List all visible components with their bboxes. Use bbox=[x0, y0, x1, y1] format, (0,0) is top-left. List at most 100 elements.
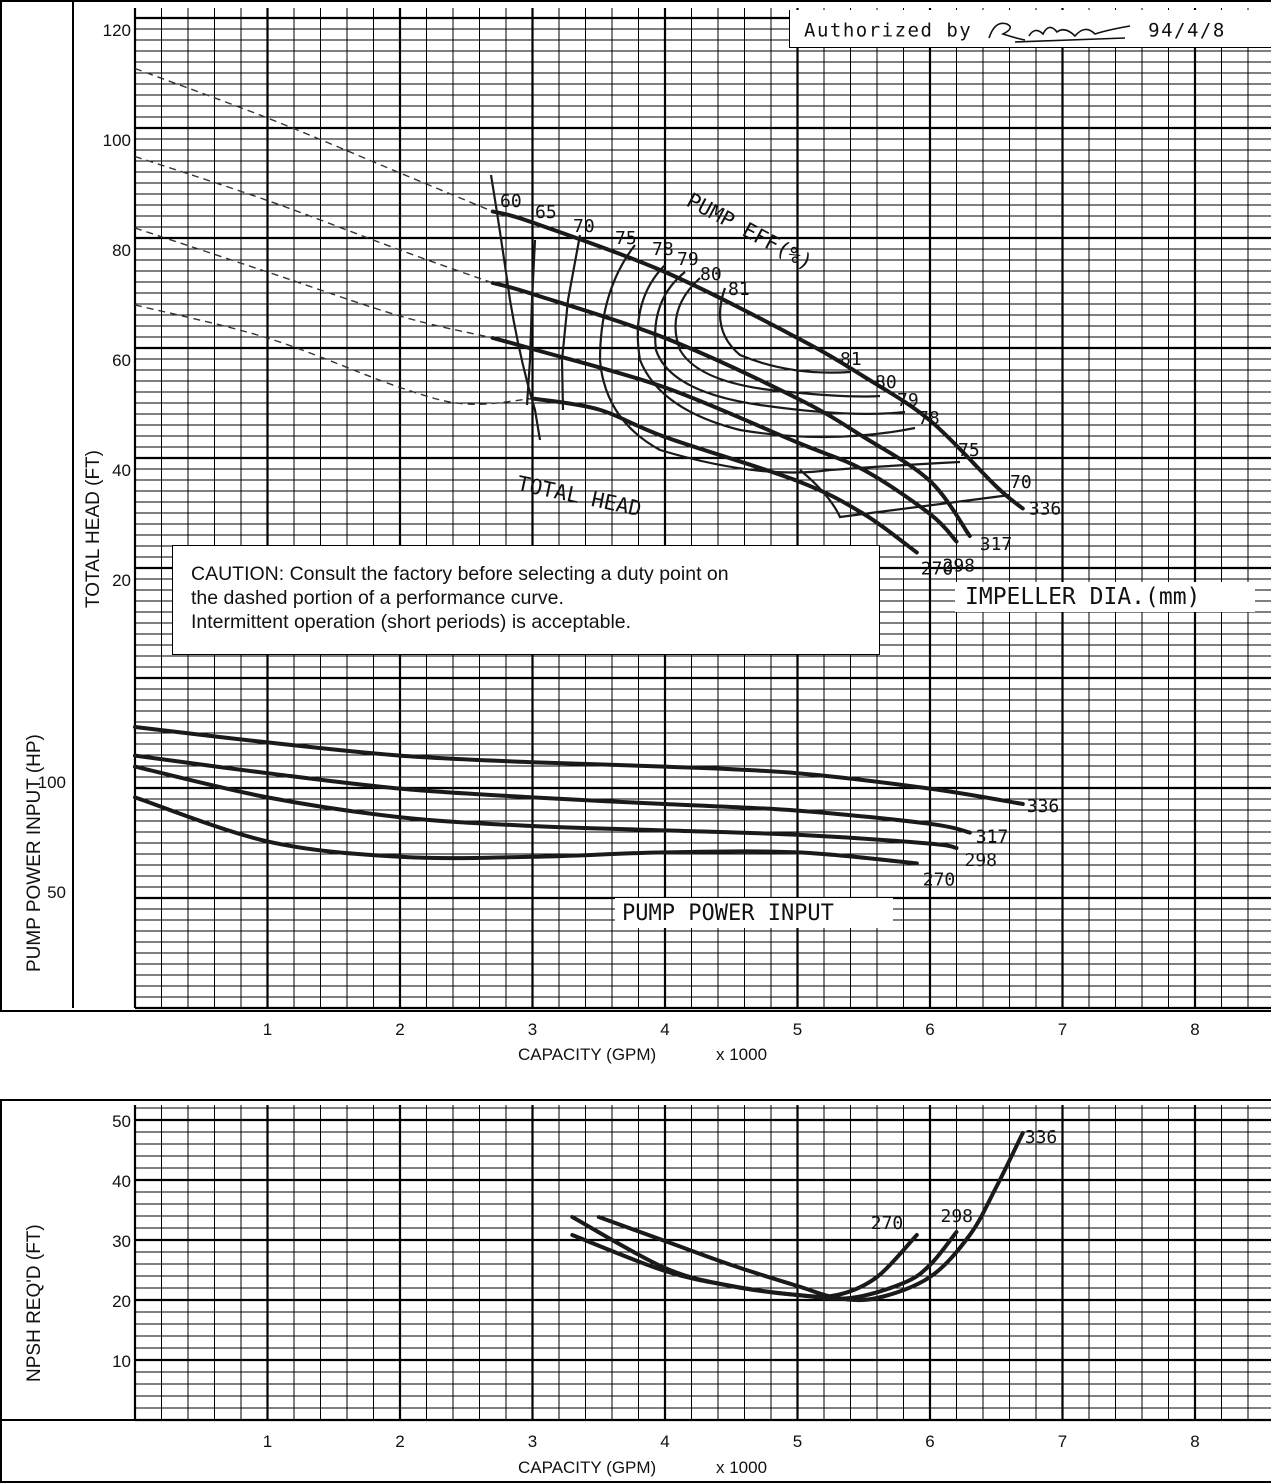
npsh-axis-title: NPSH REQ'D (FT) bbox=[24, 1224, 45, 1382]
y-tick-head: 120 bbox=[103, 21, 131, 40]
head-label-317: 317 bbox=[980, 534, 1013, 555]
power-axis-title: PUMP POWER INPUT (HP) bbox=[24, 734, 45, 972]
power-label-317: 317 bbox=[976, 827, 1009, 848]
npsh-curve-298 bbox=[570, 1230, 959, 1301]
head-dashed-317 bbox=[134, 155, 494, 284]
y-tick-npsh: 40 bbox=[112, 1172, 131, 1191]
x-tick-upper: 7 bbox=[1058, 1020, 1067, 1039]
npsh-panel-frame bbox=[0, 1099, 1271, 1483]
efficiency-contours bbox=[489, 174, 1011, 519]
power-curve-298 bbox=[133, 764, 959, 850]
power-curve-336 bbox=[133, 725, 1025, 806]
eff-label: 70 bbox=[1010, 472, 1032, 493]
caution-line-1: CAUTION: Consult the factory before sele… bbox=[191, 563, 729, 585]
x-tick-lower: 8 bbox=[1190, 1432, 1199, 1451]
head-dashed-270 bbox=[134, 304, 533, 406]
x-axis-title-upper: CAPACITY (GPM) bbox=[518, 1045, 656, 1064]
authorized-date: 94/4/8 bbox=[1148, 19, 1226, 42]
x-tick-lower: 5 bbox=[793, 1432, 802, 1451]
y-tick-head: 20 bbox=[112, 571, 131, 590]
eff-label: 70 bbox=[573, 216, 595, 237]
y-tick-npsh: 10 bbox=[112, 1352, 131, 1371]
x-tick-upper: 1 bbox=[263, 1020, 272, 1039]
head-power-grid bbox=[133, 8, 1271, 1010]
signature bbox=[988, 22, 1131, 43]
eff-contour-65 bbox=[525, 239, 537, 406]
npsh-label-270: 270 bbox=[871, 1213, 904, 1234]
head-curve-270 bbox=[530, 396, 919, 555]
eff-label: 80 bbox=[875, 372, 897, 393]
caution-line-2: the dashed portion of a performance curv… bbox=[191, 587, 564, 609]
x-tick-upper: 6 bbox=[925, 1020, 934, 1039]
power-curve-317 bbox=[133, 753, 972, 835]
eff-label: 60 bbox=[500, 191, 522, 212]
eff-contour-70b bbox=[799, 469, 1011, 519]
total-head-annotation: TOTAL HEAD bbox=[515, 471, 644, 521]
caution-line-3: Intermittent operation (short periods) i… bbox=[191, 611, 632, 633]
eff-contour-70 bbox=[560, 234, 582, 411]
eff-contour-81 bbox=[718, 287, 851, 374]
x-tick-upper: 5 bbox=[793, 1020, 802, 1039]
eff-label: 75 bbox=[958, 440, 980, 461]
x-tick-lower: 7 bbox=[1058, 1432, 1067, 1451]
head-label-298: 298 bbox=[943, 556, 976, 577]
eff-label: 78 bbox=[918, 408, 940, 429]
power-label-bg bbox=[615, 898, 893, 928]
x-axis-unit-upper: x 1000 bbox=[716, 1045, 767, 1064]
eff-contour-79 bbox=[654, 271, 906, 415]
x-axis-title-lower: CAPACITY (GPM) bbox=[518, 1458, 656, 1477]
x-tick-lower: 1 bbox=[263, 1432, 272, 1451]
x-tick-lower: 6 bbox=[925, 1432, 934, 1451]
y-tick-npsh: 50 bbox=[112, 1112, 131, 1131]
impeller-dia-annotation: IMPELLER DIA.(mm) bbox=[965, 584, 1200, 610]
upper-panel-frame bbox=[0, 0, 1271, 1012]
eff-contour-75 bbox=[598, 244, 961, 474]
y-tick-head: 100 bbox=[103, 131, 131, 150]
y-tick-head: 60 bbox=[112, 351, 131, 370]
npsh-curve-270 bbox=[570, 1215, 919, 1299]
x-tick-upper: 2 bbox=[395, 1020, 404, 1039]
y-tick-head: 80 bbox=[112, 241, 131, 260]
eff-label: 75 bbox=[615, 228, 637, 249]
y-tick-npsh: 20 bbox=[112, 1292, 131, 1311]
x-tick-lower: 4 bbox=[660, 1432, 669, 1451]
x-tick-lower: 3 bbox=[528, 1432, 537, 1451]
eff-contour-80 bbox=[674, 277, 881, 398]
x-tick-upper: 3 bbox=[528, 1020, 537, 1039]
npsh-grid bbox=[133, 1105, 1271, 1422]
x-tick-upper: 8 bbox=[1190, 1020, 1199, 1039]
dashed-curves bbox=[134, 67, 533, 406]
y-tick-npsh: 30 bbox=[112, 1232, 131, 1251]
power-label-298: 298 bbox=[965, 850, 998, 871]
eff-contour-78 bbox=[636, 264, 916, 439]
authorized-stamp: Authorized by 94/4/8 bbox=[789, 10, 1271, 48]
power-label-336: 336 bbox=[1027, 796, 1060, 817]
eff-label: 79 bbox=[677, 249, 699, 270]
x-tick-upper: 4 bbox=[660, 1020, 669, 1039]
eff-label: 78 bbox=[652, 239, 674, 260]
series-lines bbox=[133, 209, 1025, 1303]
npsh-label-336: 336 bbox=[1025, 1127, 1058, 1148]
eff-label: 79 bbox=[897, 390, 919, 411]
head-dashed-298 bbox=[134, 227, 493, 339]
x-tick-lower: 2 bbox=[395, 1432, 404, 1451]
head-curve-317 bbox=[490, 281, 972, 538]
y-tick-head: 40 bbox=[112, 461, 131, 480]
eff-label: 80 bbox=[700, 264, 722, 285]
eff-label: 65 bbox=[535, 202, 557, 223]
y-tick-power: 100 bbox=[38, 773, 66, 792]
power-label-270: 270 bbox=[923, 869, 956, 890]
impeller-label-bg bbox=[955, 582, 1255, 612]
eff-label: 81 bbox=[840, 349, 862, 370]
y-tick-power: 50 bbox=[47, 883, 66, 902]
x-axis-unit-lower: x 1000 bbox=[716, 1458, 767, 1477]
head-curve-336 bbox=[490, 209, 1025, 511]
head-label-336: 336 bbox=[1029, 499, 1062, 520]
head-label-270: 270 bbox=[921, 559, 954, 580]
head-axis-title: TOTAL HEAD (FT) bbox=[83, 450, 104, 608]
authorized-prefix: Authorized by bbox=[804, 19, 973, 42]
npsh-label-298: 298 bbox=[941, 1206, 974, 1227]
